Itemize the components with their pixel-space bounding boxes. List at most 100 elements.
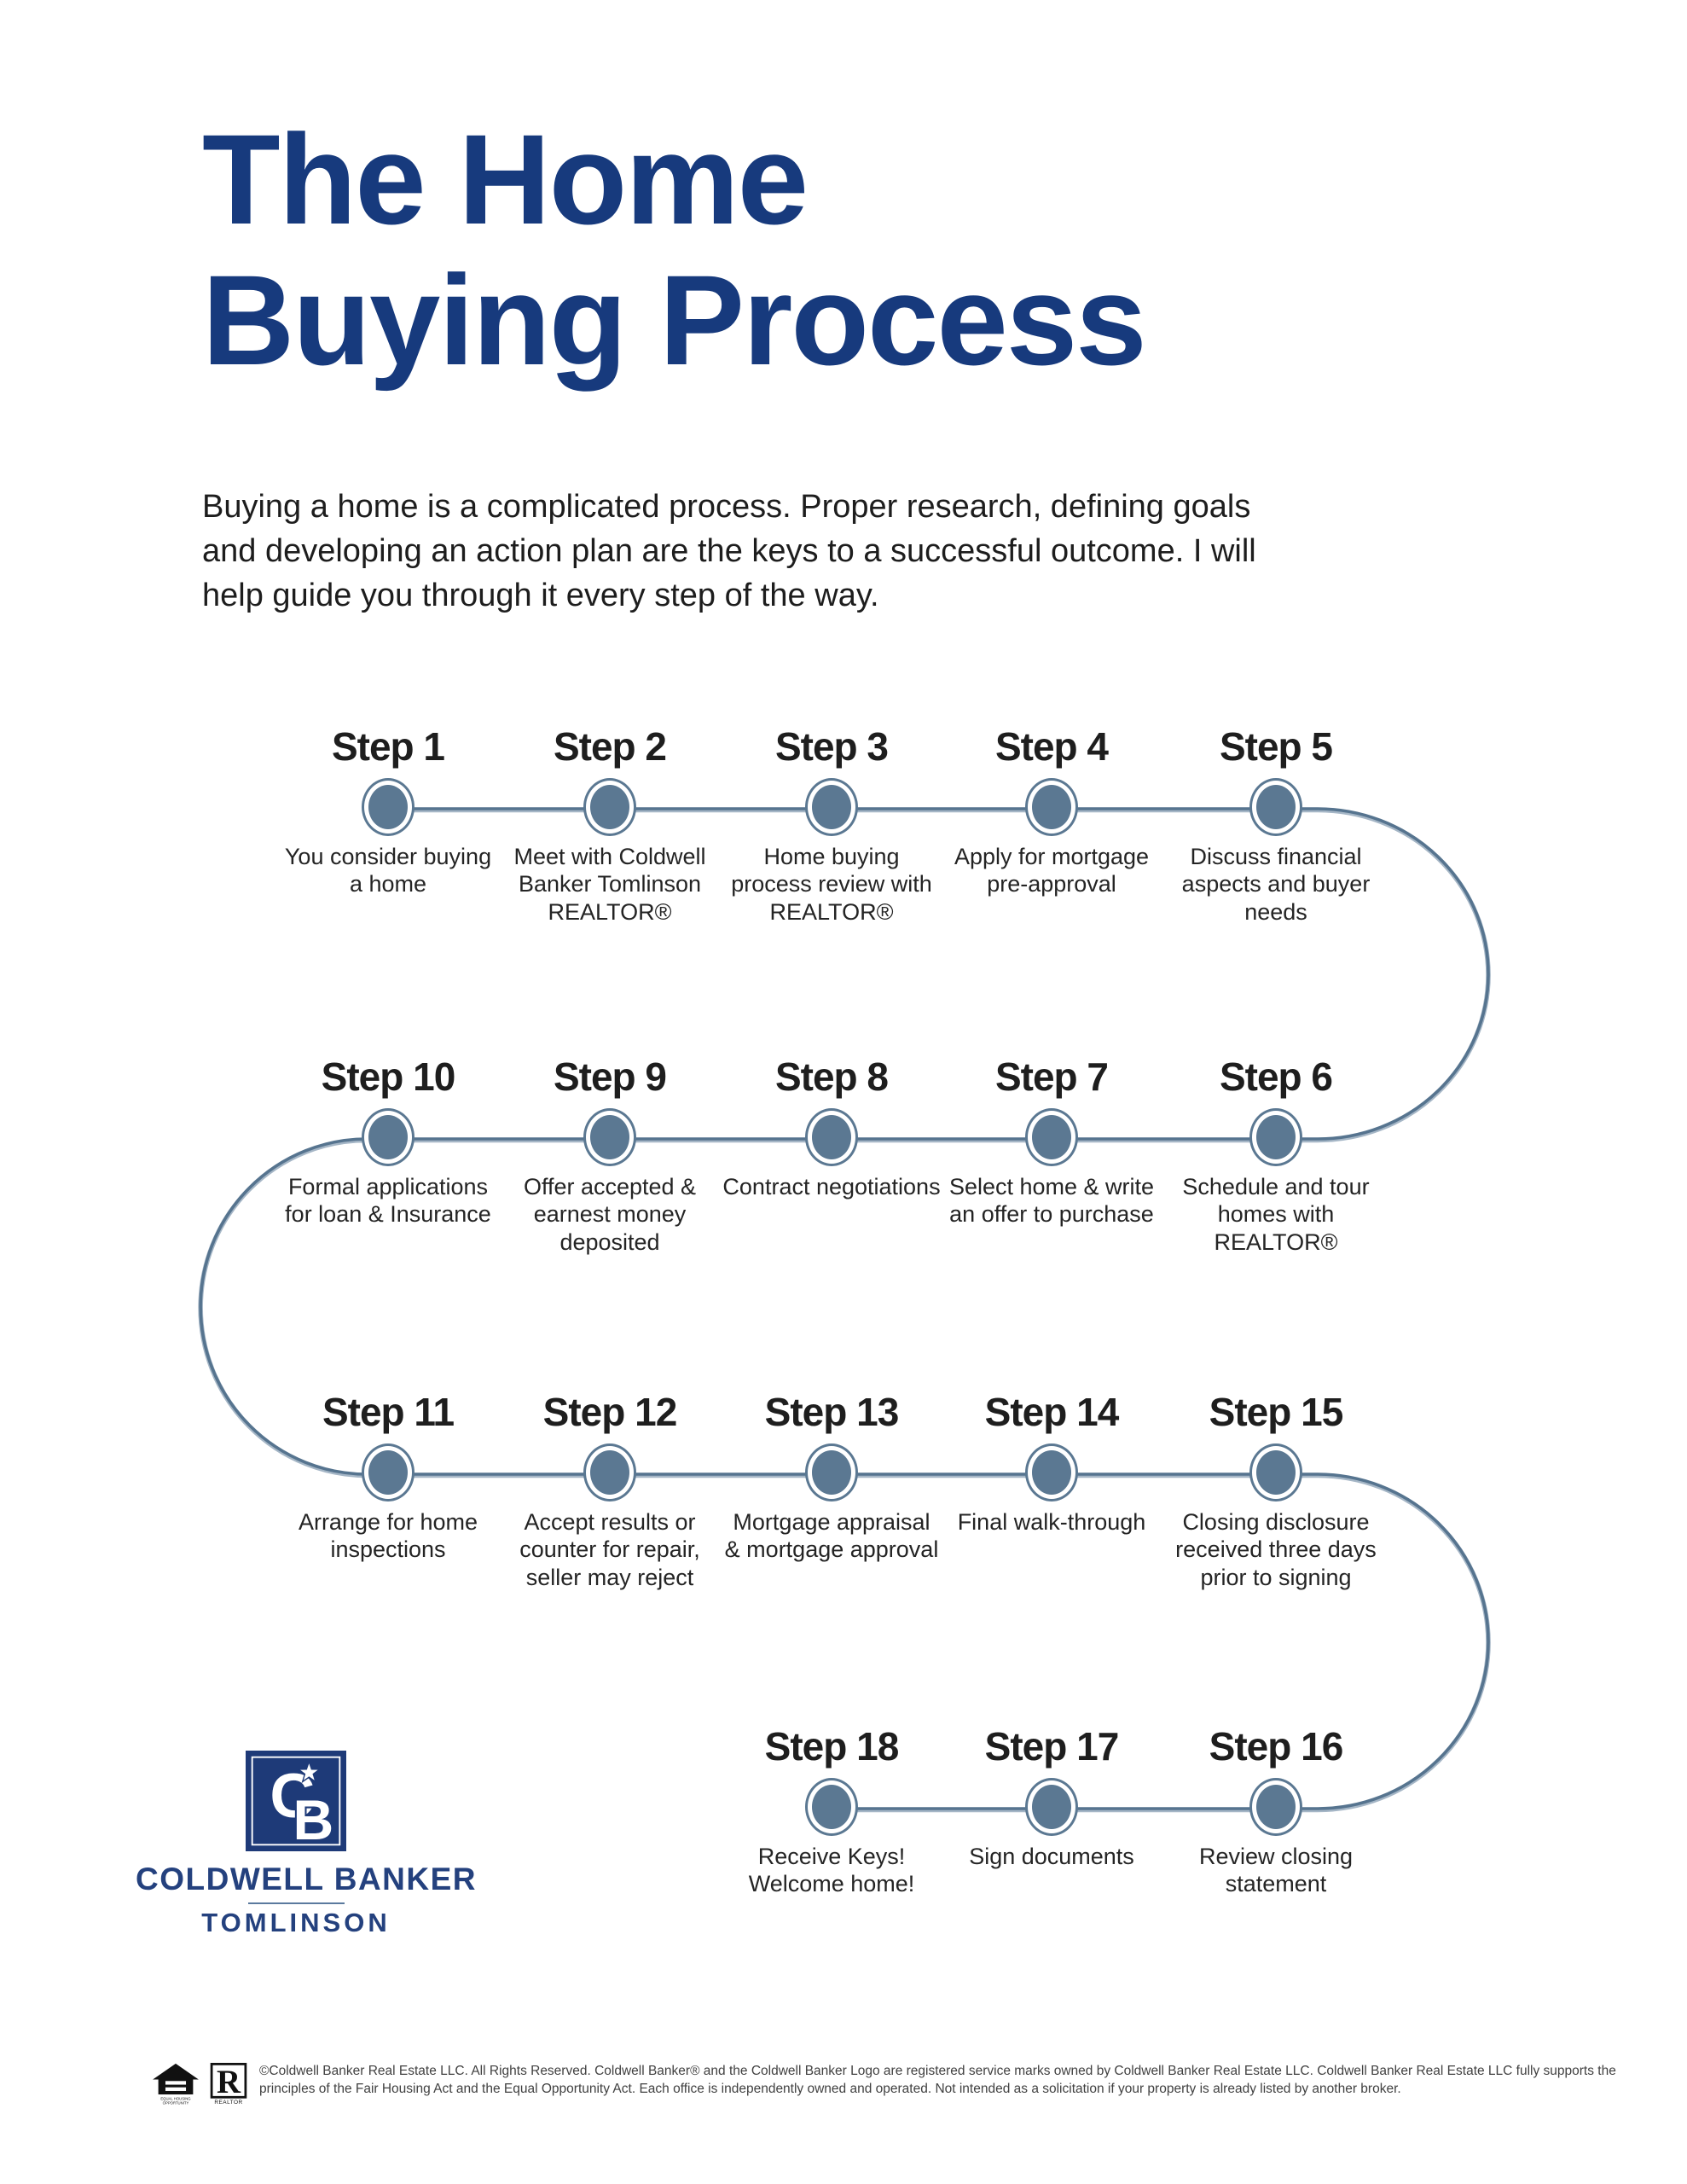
step-node-dot (1032, 1785, 1071, 1829)
step-11-description: Arrange for home inspections (298, 1509, 478, 1563)
step-5-title: Step 5 (1219, 724, 1333, 769)
step-13: Step 13 Mortgage appraisal & mortgage ap… (716, 1389, 947, 1564)
step-node-dot (368, 1115, 408, 1159)
step-node-dot (812, 1450, 851, 1495)
step-node-dot (1256, 1785, 1296, 1829)
step-node-dot (368, 785, 408, 829)
step-9: Step 9 Offer accepted & earnest money de… (495, 1054, 725, 1256)
page-title-line2: Buying Process (202, 248, 1147, 392)
step-1-node (362, 778, 415, 836)
step-node-dot (1256, 1450, 1296, 1495)
step-13-node (805, 1443, 858, 1502)
step-9-description: Offer accepted & earnest money deposited (523, 1174, 697, 1255)
step-11: Step 11 Arrange for home inspections (273, 1389, 503, 1564)
step-node-dot (1032, 1115, 1071, 1159)
step-14-title: Step 14 (984, 1390, 1120, 1434)
step-15-description: Closing disclosure received three days p… (1175, 1509, 1377, 1590)
step-16-description: Review closing statement (1198, 1844, 1354, 1897)
step-3-description: Home buying process review with REALTOR® (731, 844, 932, 925)
page-title: The Home Buying Process (202, 109, 1396, 391)
step-14-node (1025, 1443, 1078, 1502)
eho-caption-2: OPPORTUNITY (163, 2101, 189, 2106)
step-16-node (1249, 1778, 1302, 1836)
step-9-title: Step 9 (553, 1054, 667, 1099)
step-4-description: Apply for mortgage pre-approval (954, 844, 1150, 897)
step-15-node (1249, 1443, 1302, 1502)
step-18-title: Step 18 (764, 1724, 900, 1769)
step-8-description: Contract negotiations (722, 1174, 941, 1199)
cb-monogram-icon: C B (246, 1751, 346, 1851)
step-15-title: Step 15 (1209, 1390, 1344, 1434)
step-4: Step 4 Apply for mortgage pre-approval (936, 723, 1167, 898)
step-node-dot (812, 785, 851, 829)
realtor-letter: R (217, 2064, 241, 2100)
step-14-description: Final walk-through (957, 1509, 1146, 1535)
step-17-description: Sign documents (969, 1844, 1134, 1869)
step-16: Step 16 Review closing statement (1161, 1723, 1391, 1898)
step-node-dot (590, 1115, 629, 1159)
step-15: Step 15 Closing disclosure received thre… (1161, 1389, 1391, 1591)
step-11-title: Step 11 (322, 1390, 455, 1434)
step-8-title: Step 8 (774, 1054, 889, 1099)
step-node-dot (812, 1115, 851, 1159)
equal-housing-icon: EQUAL HOUSING OPPORTUNITY (153, 2063, 199, 2106)
brand-subname: TOMLINSON (201, 1908, 391, 1937)
star-icon (296, 1759, 322, 1784)
step-node-dot (590, 1450, 629, 1495)
page-title-line1: The Home (202, 107, 809, 251)
step-17-node (1025, 1778, 1078, 1836)
step-6-description: Schedule and tour homes with REALTOR® (1182, 1174, 1370, 1255)
step-13-title: Step 13 (764, 1390, 900, 1434)
footer-icons: EQUAL HOUSING OPPORTUNITY R REALTOR (152, 2063, 247, 2106)
step-3: Step 3 Home buying process review with R… (716, 723, 947, 926)
step-2-title: Step 2 (553, 724, 667, 769)
step-1-title: Step 1 (331, 724, 445, 769)
step-10-title: Step 10 (321, 1054, 456, 1099)
step-node-dot (1032, 785, 1071, 829)
footer: EQUAL HOUSING OPPORTUNITY R REALTOR ©Col… (152, 2063, 1636, 2106)
step-8: Step 8 Contract negotiations (716, 1054, 947, 1200)
step-node-dot (1256, 1115, 1296, 1159)
intro-paragraph: Buying a home is a complicated process. … (202, 489, 1256, 614)
monogram-b: B (293, 1789, 333, 1851)
step-2-node (583, 778, 636, 836)
step-10-node (362, 1108, 415, 1166)
step-18: Step 18 Receive Keys! Welcome home! (716, 1723, 947, 1898)
step-18-node (805, 1778, 858, 1836)
step-2: Step 2 Meet with Coldwell Banker Tomlins… (495, 723, 725, 926)
step-7: Step 7 Select home & write an offer to p… (936, 1054, 1167, 1228)
brand-divider (247, 1902, 345, 1904)
step-5: Step 5 Discuss financial aspects and buy… (1161, 723, 1391, 926)
step-5-description: Discuss financial aspects and buyer need… (1181, 844, 1371, 925)
step-1-description: You consider buying a home (284, 844, 492, 897)
step-7-node (1025, 1108, 1078, 1166)
step-7-description: Select home & write an offer to purchase (948, 1174, 1155, 1228)
step-9-node (583, 1108, 636, 1166)
step-12-title: Step 12 (542, 1390, 678, 1434)
step-17-title: Step 17 (984, 1724, 1120, 1769)
legal-disclaimer: ©Coldwell Banker Real Estate LLC. All Ri… (259, 2064, 1616, 2096)
step-1: Step 1 You consider buying a home (273, 723, 503, 898)
step-6-node (1249, 1108, 1302, 1166)
realtor-icon: R REALTOR (210, 2063, 247, 2106)
step-4-title: Step 4 (994, 724, 1109, 769)
coldwell-banker-logo: C B COLDWELL BANKER TOMLINSON (136, 1751, 478, 1938)
step-3-title: Step 3 (774, 724, 889, 769)
step-6-title: Step 6 (1219, 1054, 1333, 1099)
brand-name: COLDWELL BANKER (136, 1862, 478, 1896)
step-5-node (1249, 778, 1302, 836)
step-node-dot (812, 1785, 851, 1829)
step-node-dot (1032, 1450, 1071, 1495)
step-2-description: Meet with Coldwell Banker Tomlinson REAL… (513, 844, 706, 925)
eho-caption-1: EQUAL HOUSING (160, 2097, 190, 2101)
step-4-node (1025, 778, 1078, 836)
step-6: Step 6 Schedule and tour homes with REAL… (1161, 1054, 1391, 1256)
step-13-description: Mortgage appraisal & mortgage approval (724, 1509, 939, 1563)
step-8-node (805, 1108, 858, 1166)
step-node-dot (590, 785, 629, 829)
step-11-node (362, 1443, 415, 1502)
step-node-dot (368, 1450, 408, 1495)
step-10: Step 10 Formal applications for loan & I… (273, 1054, 503, 1228)
